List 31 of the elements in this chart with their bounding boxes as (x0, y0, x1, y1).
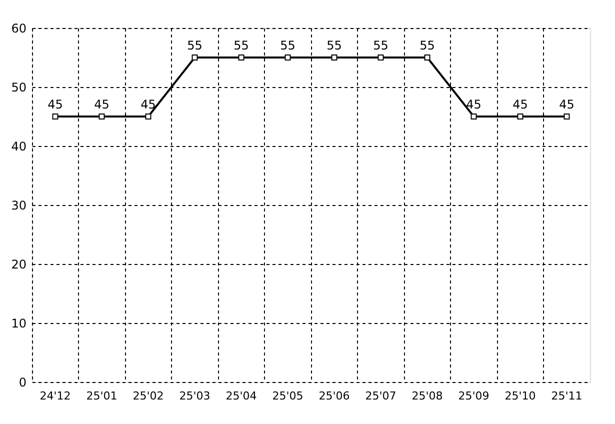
y-tick-label: 40 (11, 140, 26, 154)
y-tick-label: 50 (11, 80, 26, 94)
x-tick-label: 25'05 (272, 390, 304, 402)
data-label: 45 (140, 98, 156, 112)
x-tick-label: 25'10 (504, 390, 536, 402)
x-tick-label: 25'11 (551, 390, 582, 402)
x-tick-label: 25'04 (226, 390, 257, 402)
x-tick-label: 25'07 (365, 390, 396, 402)
x-tick-label: 25'08 (412, 390, 443, 402)
x-tick-label: 25'09 (458, 390, 490, 402)
y-tick-label: 0 (18, 376, 26, 390)
x-tick-label: 25'02 (132, 390, 164, 402)
x-tick-label: 25'01 (86, 390, 118, 402)
x-tick-label: 25'03 (179, 390, 210, 402)
data-label: 45 (559, 98, 574, 112)
data-label: 55 (280, 38, 296, 52)
data-label: 45 (94, 98, 110, 112)
data-label: 45 (48, 98, 63, 112)
data-label: 55 (373, 38, 388, 52)
y-tick-label: 30 (11, 198, 26, 212)
data-label: 55 (187, 38, 202, 52)
x-tick-label: 25'06 (318, 390, 350, 402)
data-label: 45 (466, 98, 482, 112)
data-label: 55 (234, 38, 249, 52)
y-tick-label: 60 (11, 22, 26, 36)
y-tick-label: 10 (11, 316, 26, 330)
y-tick-label: 20 (11, 258, 26, 272)
data-label: 45 (512, 98, 528, 112)
data-label: 55 (326, 38, 342, 52)
data-label: 55 (420, 38, 435, 52)
x-tick-label: 24'12 (40, 390, 71, 402)
